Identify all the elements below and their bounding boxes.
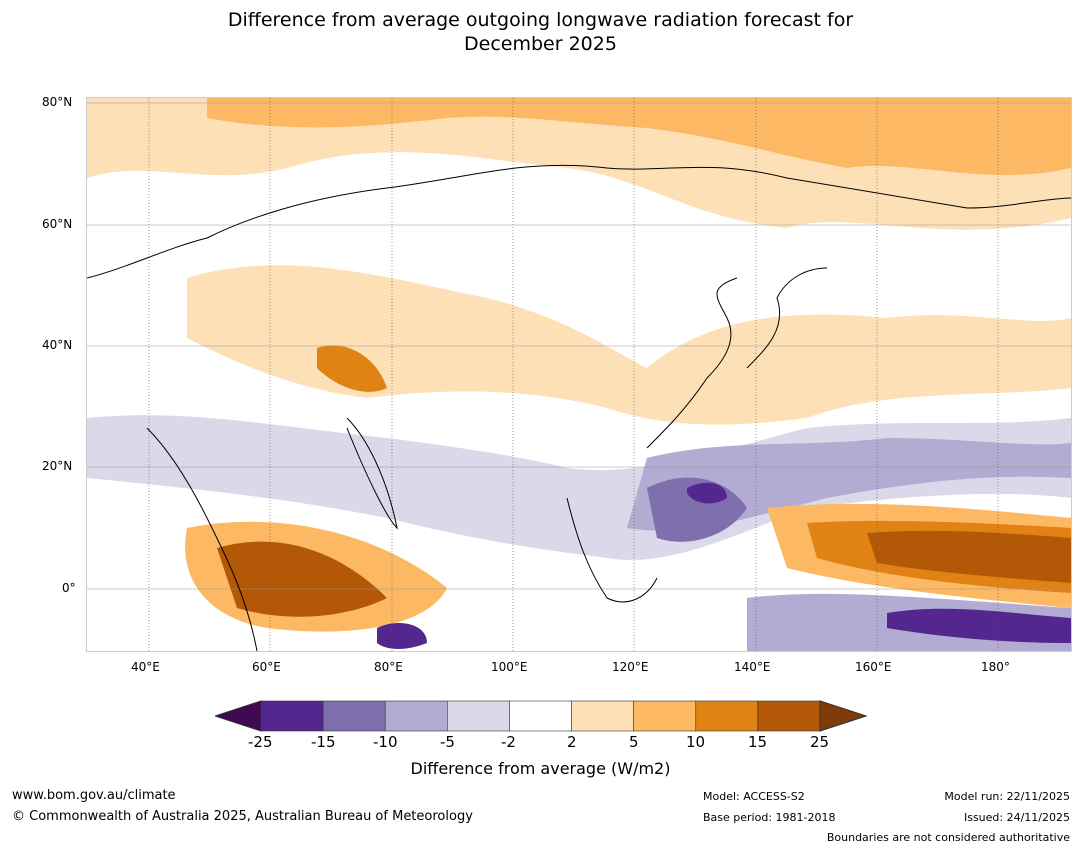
colorbar-extend-high	[819, 700, 867, 732]
title-line-1: Difference from average outgoing longwav…	[227, 9, 854, 31]
colorbar-swatch	[571, 700, 634, 732]
anomaly-region-midlatitude	[187, 265, 1071, 425]
anomaly-region-arctic	[207, 98, 1071, 176]
lat-label-80n: 80°N	[42, 95, 73, 109]
colorbar-swatch	[633, 700, 697, 732]
colorbar-tick: -2	[501, 733, 516, 751]
colorbar-swatch	[757, 700, 821, 732]
colorbar-tick: -15	[311, 733, 336, 751]
latitude-lines	[87, 102, 1071, 590]
anomaly-region-indian-ocean-strong	[217, 541, 387, 617]
lat-label-20n: 20°N	[42, 459, 73, 473]
colorbar-tick: -10	[373, 733, 398, 751]
lat-label-0: 0°	[62, 581, 76, 595]
lon-label-80e: 80°E	[374, 660, 403, 674]
colorbar-swatch	[322, 700, 386, 732]
colorbar-tick: 25	[810, 733, 830, 751]
anomaly-region-southeast-indian	[377, 623, 427, 649]
colorbar-swatches	[260, 700, 821, 732]
colorbar-swatch	[509, 700, 572, 732]
footer-model: Model: ACCESS-S2	[703, 790, 805, 803]
anomaly-region-central-pacific-strong	[867, 530, 1071, 583]
lon-label-160e: 160°E	[855, 660, 892, 674]
colorbar-tick: 2	[567, 733, 577, 751]
anomaly-region-philippines	[687, 482, 727, 504]
footer-issued: Issued: 24/11/2025	[963, 811, 1070, 824]
colorbar-tick: -25	[248, 733, 273, 751]
footer-base-period: Base period: 1981-2018	[703, 811, 836, 824]
lon-label-180: 180°	[981, 660, 1010, 674]
anomaly-region-tibet	[317, 345, 387, 392]
footer-url[interactable]: www.bom.gov.au/climate	[12, 788, 176, 803]
anomaly-region-south-pacific-strong	[887, 608, 1071, 643]
footer-disclaimer: Boundaries are not considered authoritat…	[826, 831, 1070, 844]
colorbar-swatch	[260, 700, 324, 732]
map-svg	[87, 98, 1071, 651]
title-line-2: December 2025	[464, 33, 617, 55]
colorbar-label: Difference from average (W/m2)	[410, 759, 671, 778]
colorbar	[215, 700, 867, 732]
longitude-lines	[148, 98, 999, 651]
footer-model-run: Model run: 22/11/2025	[944, 790, 1070, 803]
colorbar-tick: 5	[629, 733, 639, 751]
colorbar-swatch	[384, 700, 448, 732]
colorbar-extend-low	[215, 700, 262, 732]
lon-label-60e: 60°E	[252, 660, 281, 674]
lat-label-40n: 40°N	[42, 338, 73, 352]
colorbar-tick: 10	[686, 733, 706, 751]
coastlines	[87, 164, 1071, 651]
lon-label-120e: 120°E	[612, 660, 649, 674]
lat-label-60n: 60°N	[42, 217, 73, 231]
colorbar-tick: 15	[748, 733, 768, 751]
chart-title: Difference from average outgoing longwav…	[0, 8, 1081, 56]
colorbar-swatch	[447, 700, 510, 732]
lon-label-100e: 100°E	[491, 660, 528, 674]
colorbar-tick: -5	[440, 733, 455, 751]
lon-label-40e: 40°E	[131, 660, 160, 674]
lon-label-140e: 140°E	[734, 660, 771, 674]
footer-copyright: © Commonwealth of Australia 2025, Austra…	[12, 809, 473, 824]
colorbar-swatch	[695, 700, 759, 732]
olr-anomaly-map	[86, 97, 1072, 652]
